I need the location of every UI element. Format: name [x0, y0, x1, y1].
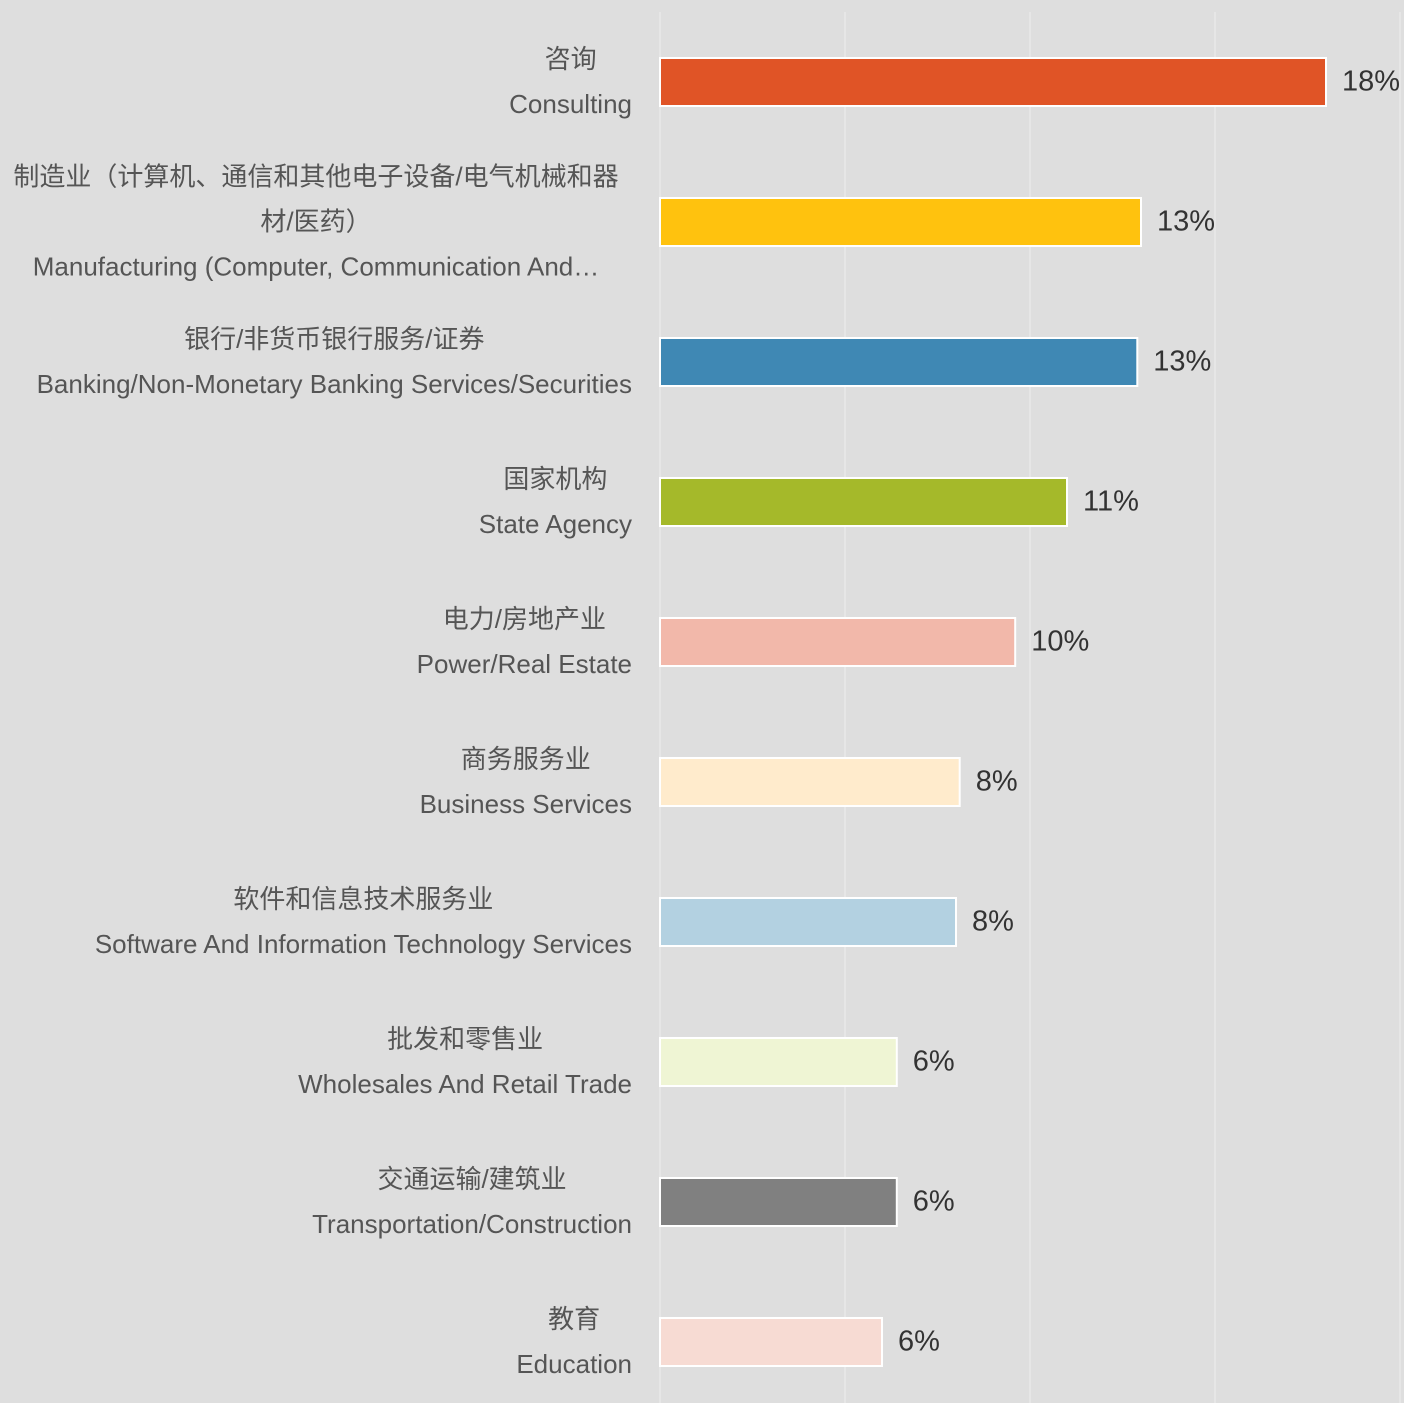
- bar: [659, 1177, 898, 1227]
- category-label: 软件和信息技术服务业 Software And Information Tech…: [94, 884, 632, 959]
- bar: [659, 477, 1068, 527]
- category-label: 教育 Education: [516, 1304, 632, 1379]
- value-label: 6%: [913, 1186, 955, 1218]
- value-label: 18%: [1342, 66, 1400, 98]
- value-label: 8%: [976, 766, 1018, 798]
- value-label: 11%: [1083, 486, 1139, 518]
- category-label: 银行/非货币银行服务/证券 Banking/Non-Monetary Banki…: [36, 324, 632, 399]
- bar: [659, 757, 961, 807]
- category-label: 制造业（计算机、通信和其他电子设备/电气机械和器材/医药） Manufactur…: [13, 161, 619, 282]
- bar: [659, 57, 1327, 107]
- value-label: 6%: [913, 1046, 955, 1078]
- value-label: 13%: [1153, 346, 1211, 378]
- bar: [659, 337, 1139, 387]
- category-label: 国家机构 State Agency: [478, 464, 632, 539]
- category-label: 批发和零售业 Wholesales And Retail Trade: [298, 1024, 632, 1099]
- bar: [659, 617, 1017, 667]
- bar: [659, 1037, 898, 1087]
- category-label: 电力/房地产业 Power/Real Estate: [416, 604, 632, 679]
- category-label: 咨询 Consulting: [509, 44, 632, 119]
- bar: [659, 197, 1142, 247]
- value-label: 6%: [898, 1326, 940, 1358]
- bar: [659, 897, 957, 947]
- value-label: 8%: [972, 906, 1014, 938]
- bar: [659, 1317, 883, 1367]
- category-label: 交通运输/建筑业 Transportation/Construction: [312, 1164, 632, 1239]
- value-label: 10%: [1031, 626, 1089, 658]
- value-label: 13%: [1157, 206, 1215, 238]
- category-label: 商务服务业 Business Services: [419, 744, 632, 819]
